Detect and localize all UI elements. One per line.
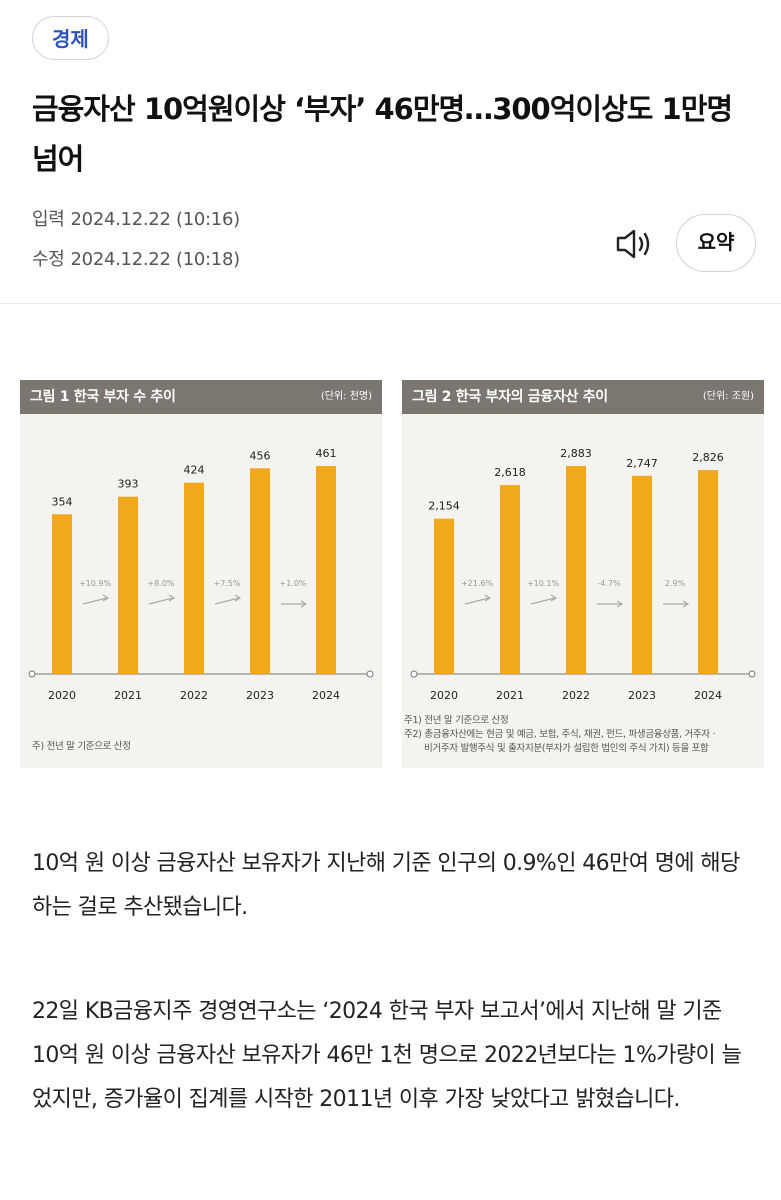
category-label: 2021 xyxy=(496,689,524,702)
category-label: 2023 xyxy=(628,689,656,702)
article-paragraph-2: 22일 KB금융지주 경영연구소는 ‘2024 한국 부자 보고서’에서 지난해… xyxy=(32,999,742,1112)
bar xyxy=(52,514,72,674)
category-label: 2022 xyxy=(562,689,590,702)
edit-time: 2024.12.22 (10:18) xyxy=(70,249,241,270)
value-label: 2,883 xyxy=(560,447,592,460)
value-label: 2,618 xyxy=(494,466,526,479)
growth-arrowhead xyxy=(102,594,110,602)
category-label: 2021 xyxy=(114,689,142,702)
growth-arrow xyxy=(82,597,108,605)
bar xyxy=(500,485,520,674)
axis-end-dot xyxy=(28,670,36,678)
bar xyxy=(698,470,718,674)
chart-note-2: 주2) 총금융자산에는 현금 및 예금, 보험, 주식, 채권, 펀드, 파생금… xyxy=(404,729,716,740)
chart-note-1: 주) 전년 말 기준으로 산정 xyxy=(32,741,131,752)
article-paragraph-1: 10억 원 이상 금융자산 보유자가 지난해 기준 인구의 0.9%인 46만여… xyxy=(32,851,740,920)
edit-label: 수정 xyxy=(32,249,65,270)
chart-note-1: 주1) 전년 말 기준으로 산정 xyxy=(404,715,509,726)
chart-header xyxy=(402,380,764,414)
bar xyxy=(316,466,336,674)
growth-arrow xyxy=(214,597,240,605)
growth-label: +1.0% xyxy=(279,579,306,588)
value-label: 2,154 xyxy=(428,500,460,513)
value-label: 354 xyxy=(52,495,73,508)
growth-arrowhead xyxy=(168,594,176,602)
chart-rich-count: 그림 1 한국 부자 수 추이 (단위: 천명) 354 2020 393 2021 4… xyxy=(20,380,382,768)
chart-note-3: 비거주자 발행주식 및 출자지분(부자가 설립한 법인의 주식 가치) 등을 포… xyxy=(424,743,709,754)
chart-rich-assets: 그림 2 한국 부자의 금융자산 추이 (단위: 조원) 2,154 2020 2,… xyxy=(402,380,764,768)
input-time: 2024.12.22 (10:16) xyxy=(70,209,241,230)
bar xyxy=(118,496,138,674)
growth-label: +10.9% xyxy=(79,579,112,588)
summary-button[interactable]: 요약 xyxy=(676,214,756,272)
category-label: 2022 xyxy=(180,689,208,702)
axis-end-dot xyxy=(366,670,374,678)
category-label: 2024 xyxy=(312,689,340,702)
bar xyxy=(632,475,652,674)
category-label: 2020 xyxy=(48,689,76,702)
growth-arrow xyxy=(464,597,490,605)
growth-arrow xyxy=(148,597,174,605)
growth-label: +10.1% xyxy=(527,579,560,588)
chart-title: 그림 1 한국 부자 수 추이 xyxy=(30,389,176,405)
growth-arrowhead xyxy=(234,594,242,602)
category-badge[interactable]: 경제 xyxy=(32,16,109,60)
growth-arrow xyxy=(530,597,556,605)
input-label: 입력 xyxy=(32,209,65,230)
growth-label: -4.7% xyxy=(597,579,621,588)
value-label: 2,826 xyxy=(692,451,724,464)
chart-plot: 2,154 2020 2,618 2021 2,883 2022 2,747 2023 2,82… xyxy=(410,447,756,702)
growth-label: 2.9% xyxy=(665,579,686,588)
growth-arrowhead xyxy=(616,600,624,608)
bar xyxy=(250,468,270,674)
bar xyxy=(434,518,454,674)
edit-date: 수정 2024.12.22 (10:18) xyxy=(32,245,240,271)
divider xyxy=(0,303,781,304)
chart-unit: (단위: 천명) xyxy=(320,391,372,402)
growth-arrowhead xyxy=(300,600,308,608)
category-label: 2023 xyxy=(246,689,274,702)
bar xyxy=(184,482,204,674)
input-date: 입력 2024.12.22 (10:16) xyxy=(32,205,240,231)
growth-label: +8.0% xyxy=(147,579,174,588)
bar xyxy=(566,466,586,674)
growth-arrowhead xyxy=(484,594,492,602)
value-label: 393 xyxy=(118,478,139,491)
headline: 금융자산 10억원이상 ‘부자’ 46만명…300억이상도 1만명 넘어 xyxy=(32,92,733,176)
axis-end-dot xyxy=(410,670,418,678)
growth-arrowhead xyxy=(550,594,558,602)
chart-plot: 354 2020 393 2021 424 2022 456 2023 461 2024 +10.9… xyxy=(28,447,374,702)
value-label: 461 xyxy=(316,447,337,460)
value-label: 456 xyxy=(250,449,271,462)
value-label: 424 xyxy=(184,464,205,477)
growth-arrowhead xyxy=(682,600,690,608)
category-label: 2020 xyxy=(430,689,458,702)
speaker-icon[interactable] xyxy=(612,226,658,262)
chart-title: 그림 2 한국 부자의 금융자산 추이 xyxy=(412,389,608,405)
growth-label: +7.5% xyxy=(213,579,240,588)
chart-unit: (단위: 조원) xyxy=(702,391,754,402)
category-label: 2024 xyxy=(694,689,722,702)
chart-header xyxy=(20,380,382,414)
value-label: 2,747 xyxy=(626,457,658,470)
axis-end-dot xyxy=(748,670,756,678)
growth-label: +21.6% xyxy=(461,579,494,588)
